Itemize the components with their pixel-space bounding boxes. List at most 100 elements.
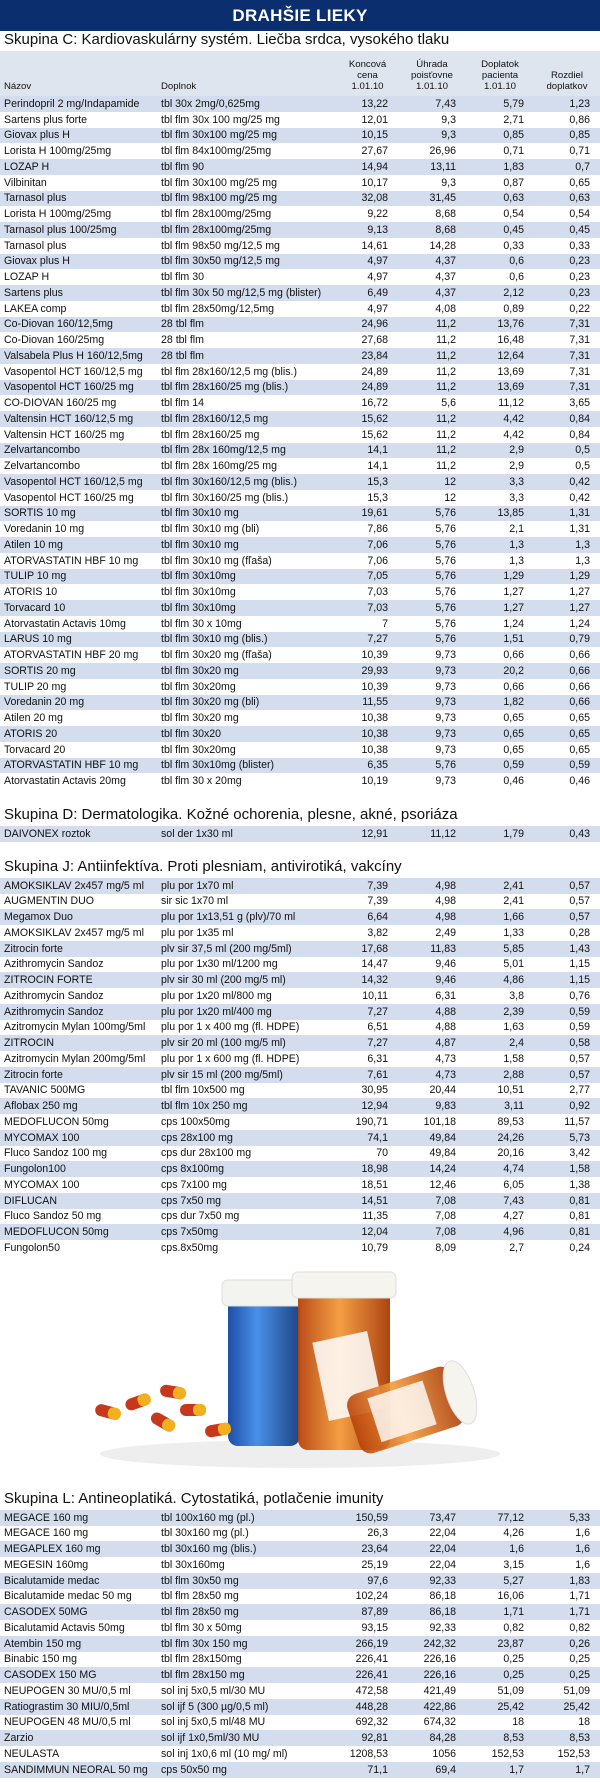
table-cell: 1,33 (503, 926, 524, 939)
table-row: MEGAPLEX 160 mg tbl 30x160 mg (blis.) 23,6… (0, 1541, 600, 1557)
table-cell: Zelvartancombo (4, 460, 80, 473)
table-cell: 2,1 (509, 523, 524, 536)
table-cell: plu por 1x35 ml (161, 926, 234, 939)
table-cell: 7,05 (367, 570, 388, 583)
table-cell: tbl flm 98x100 mg/25 mg (161, 192, 277, 205)
table-cell: 13,69 (497, 365, 524, 378)
table-row: Vilbinitan tbl flm 30x100 mg/25 mg 10,17 9,… (0, 175, 600, 191)
column-heading-line: Doplnok (161, 81, 197, 92)
table-cell: 11,83 (430, 942, 456, 955)
table-cell: 13,22 (361, 97, 388, 110)
section-title: Skupina J: Antiinfektíva. Proti plesniam… (4, 857, 402, 875)
column-heading: Doplnok (157, 81, 337, 96)
table-row: Giovax plus H tbl flm 30x100 mg/25 mg 10,1… (0, 127, 600, 144)
table-row: Fluco Sandoz 100 mg cps dur 28x100 mg 70 49… (0, 1146, 600, 1162)
table-cell: Vasopentol HCT 160/25 mg (4, 381, 134, 394)
table-cell: CASODEX 50MG (4, 1606, 88, 1619)
table-cell: 0,84 (569, 428, 590, 441)
table-cell: 4,86 (503, 974, 524, 987)
table-row: Atembin 150 mg tbl flm 30x 150 mg 266,19 24… (0, 1635, 600, 1652)
table-cell: plu por 1x20 ml/400 mg (161, 1005, 272, 1018)
table-row: Bicalutamid Actavis 50mg tbl flm 30 x 50m… (0, 1620, 600, 1636)
table-cell: 16,06 (497, 1590, 524, 1603)
table-cell: Zitrocin forte (4, 942, 63, 955)
table-cell: tbl 30x160 mg (pl.) (161, 1527, 249, 1540)
table-cell: 32,08 (361, 192, 388, 205)
table-cell: Lorista H 100mg/25mg (4, 145, 112, 158)
table-cell: 4,37 (435, 271, 456, 284)
table-cell: ATORIS 20 (4, 727, 58, 740)
table-cell: 7,43 (503, 1194, 524, 1207)
table-row: CO-DIOVAN 160/25 mg tbl flm 14 16,72 5,6 11,… (0, 395, 600, 411)
table-cell: LOZAP H (4, 271, 50, 284)
table-cell: 14,24 (429, 1163, 456, 1176)
table-cell: cps 50x50 mg (161, 1763, 227, 1776)
table-cell: AUGMENTIN DUO (4, 895, 95, 908)
table-cell: 2,39 (503, 1005, 524, 1018)
table-cell: 1,38 (569, 1178, 590, 1191)
table-cell: 7,06 (367, 554, 388, 567)
table-cell: 14,1 (367, 460, 388, 473)
table-cell: 51,09 (497, 1684, 524, 1697)
table-cell: 9,73 (435, 664, 456, 677)
table-row: AUGMENTIN DUO sir sic 1x70 ml 7,39 4,98 2,41… (0, 894, 600, 910)
table-cell: 0,65 (569, 176, 590, 189)
table-cell: tbl flm 10x 250 mg (161, 1100, 248, 1113)
table-cell: 1,6 (575, 1558, 590, 1571)
table-cell: 70 (376, 1147, 388, 1160)
table-cell: 0,66 (569, 664, 590, 677)
table-cell: 24,89 (361, 381, 388, 394)
table-cell: 0,66 (569, 680, 590, 693)
table-cell: 6,31 (367, 1052, 388, 1065)
table-cell: 0,33 (569, 239, 590, 252)
table-row: Sartens plus tbl flm 30x 50 mg/12,5 mg (b… (0, 285, 600, 301)
table-cell: 0,28 (569, 926, 590, 939)
table-row: LOZAP H tbl flm 30 4,97 4,37 0,6 0,23 (0, 269, 600, 285)
table-cell: 11,2 (436, 412, 456, 425)
table-cell: 190,71 (355, 1115, 388, 1128)
table-cell: 12,64 (497, 349, 524, 362)
table-cell: sir sic 1x70 ml (161, 895, 229, 908)
table-cell: 0,76 (569, 989, 590, 1002)
table-cell: 49,84 (429, 1131, 456, 1144)
table-cell: 11,2 (436, 444, 456, 457)
table-cell: LAKEA comp (4, 302, 67, 315)
table-cell: 7,27 (367, 633, 388, 646)
table-cell: 7,39 (367, 895, 388, 908)
table-row: Perindopril 2 mg/Indapamide tbl 30x 2mg/0… (0, 96, 600, 112)
table-cell: 472,58 (355, 1684, 388, 1697)
table-cell: 28 tbl flm (161, 349, 204, 362)
table-cell: 5,73 (569, 1131, 590, 1144)
table-cell: Atilen 20 mg (4, 712, 63, 725)
table-row: Aflobax 250 mg tbl flm 10x 250 mg 12,94 9,8… (0, 1098, 600, 1114)
table-cell: 0,5 (575, 460, 590, 473)
table-cell: TULIP 20 mg (4, 680, 67, 693)
table-row: LOZAP H tbl flm 90 14,94 13,11 1,83 0,7 (0, 159, 600, 175)
table-cell: 25,42 (563, 1700, 590, 1713)
page-title: DRAHŠIE LIEKY (0, 0, 600, 31)
table-row: Vasopentol HCT 160/25 mg tbl flm 28x160/2… (0, 379, 600, 396)
table-cell: ATORIS 10 (4, 586, 58, 599)
table-cell: 6,05 (503, 1178, 524, 1191)
table-cell: 1,58 (503, 1052, 524, 1065)
table-row: Lorista H 100mg/25mg tbl flm 84x100mg/25m… (0, 143, 600, 159)
table-cell: 692,32 (355, 1716, 388, 1729)
table-cell: 18,98 (361, 1163, 388, 1176)
table-cell: tbl flm 30x20 (161, 727, 222, 740)
table-cell: 0,89 (503, 302, 524, 315)
table-cell: 25,42 (497, 1700, 524, 1713)
table-cell: 12,04 (361, 1226, 388, 1239)
table-cell: NEUPOGEN 48 MU/0,5 ml (4, 1716, 131, 1729)
table-cell: 1208,53 (349, 1747, 388, 1760)
table-cell: 23,84 (361, 349, 388, 362)
table-cell: cps 8x100mg (161, 1163, 225, 1176)
table-cell: 1,6 (575, 1527, 590, 1540)
table-cell: Azitromycin Mylan 200mg/5ml (4, 1052, 146, 1065)
table-cell: tbl flm 30x100 mg/25 mg (161, 129, 277, 142)
table-cell: 8,53 (569, 1732, 590, 1745)
table-cell: 5,76 (435, 554, 456, 567)
table-cell: 0,57 (569, 1068, 590, 1081)
table-cell: 0,25 (503, 1669, 524, 1682)
table-cell: 0,59 (503, 759, 524, 772)
table-cell: 10,19 (361, 775, 388, 788)
